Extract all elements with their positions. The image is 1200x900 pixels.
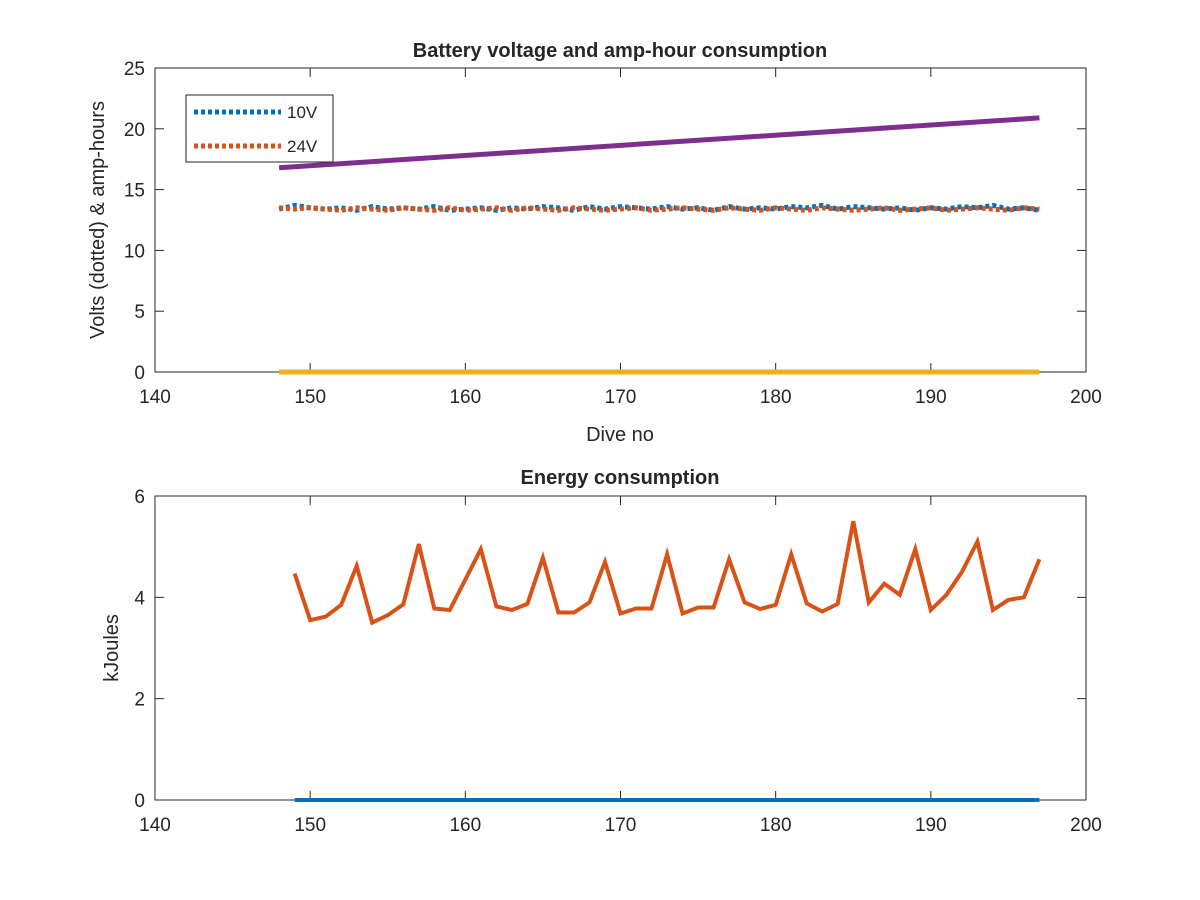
energy-y-tick-label: 0 — [134, 791, 145, 812]
voltage-y-tick-label: 0 — [134, 363, 145, 384]
voltage-y-tick-label: 5 — [134, 302, 145, 323]
energy-series-group — [292, 520, 1042, 802]
energy-axes: 140 150 160 170 180 190 200 0 2 4 6 Energy consump… — [101, 467, 1102, 836]
energy-chart-title: Energy consumption — [521, 467, 720, 489]
energy-x-tick-label: 170 — [605, 815, 637, 836]
energy-x-tick-label: 180 — [760, 815, 792, 836]
voltage-y-axis-label: Volts (dotted) & amp-hours — [87, 101, 109, 339]
legend-label-24v: 24V — [287, 137, 318, 156]
voltage-x-tick-label: 180 — [760, 387, 792, 408]
voltage-y-tick-label: 15 — [124, 181, 145, 202]
voltage-x-tick-label: 170 — [605, 387, 637, 408]
voltage-axes: 140 150 160 170 180 190 200 0 5 10 15 20 25 Battery … — [87, 40, 1102, 446]
legend-box — [185, 94, 334, 163]
energy-series-line-1 — [292, 520, 1042, 626]
voltage-series-24v — [278, 205, 1040, 213]
voltage-chart-title: Battery voltage and amp-hour consumption — [413, 40, 827, 62]
voltage-y-tick-label: 10 — [124, 241, 145, 262]
voltage-x-tick-label: 140 — [139, 387, 171, 408]
voltage-legend: 10V 24V — [185, 94, 334, 163]
voltage-axis-ticks: 140 150 160 170 180 190 200 0 5 10 15 20 25 — [124, 59, 1102, 408]
voltage-y-tick-label: 25 — [124, 59, 145, 80]
energy-y-tick-label: 6 — [134, 487, 145, 508]
voltage-y-tick-label: 20 — [124, 120, 145, 141]
legend-label-10v: 10V — [287, 103, 318, 122]
voltage-x-tick-label: 150 — [294, 387, 326, 408]
energy-axis-ticks: 140 150 160 170 180 190 200 0 2 4 6 — [134, 487, 1101, 836]
voltage-series-group — [278, 115, 1040, 375]
energy-plot-area — [154, 495, 1087, 801]
energy-x-tick-label: 190 — [915, 815, 947, 836]
voltage-x-tick-label: 190 — [915, 387, 947, 408]
energy-x-tick-label: 140 — [139, 815, 171, 836]
energy-y-axis-label: kJoules — [101, 614, 123, 682]
energy-x-tick-label: 200 — [1070, 815, 1102, 836]
voltage-x-tick-label: 160 — [449, 387, 481, 408]
energy-x-tick-label: 160 — [449, 815, 481, 836]
voltage-x-tick-label: 200 — [1070, 387, 1102, 408]
energy-y-tick-label: 2 — [134, 690, 145, 711]
energy-y-tick-label: 4 — [134, 588, 145, 609]
energy-x-tick-label: 150 — [294, 815, 326, 836]
voltage-series-line-3 — [278, 115, 1040, 171]
voltage-x-axis-label: Dive no — [586, 424, 654, 446]
